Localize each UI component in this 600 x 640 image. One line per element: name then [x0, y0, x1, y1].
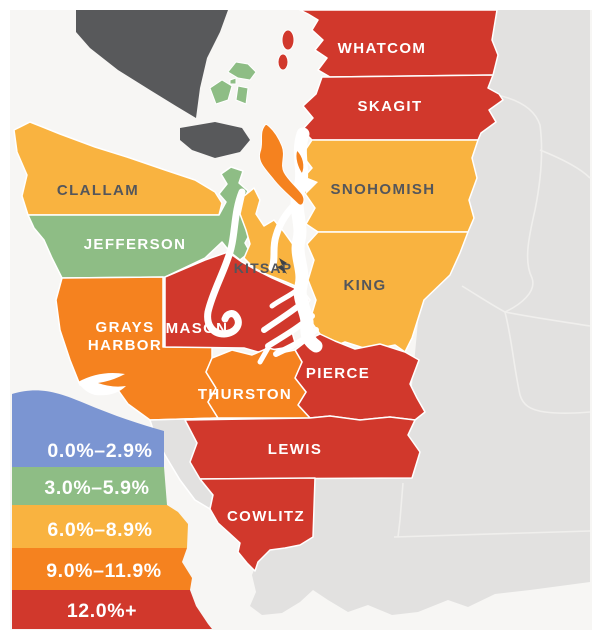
legend-swatch-3	[12, 548, 192, 590]
legend-swatch-0	[12, 390, 164, 467]
island-san-juan	[209, 79, 233, 105]
county-whatcom	[299, 9, 499, 78]
region-vancouver-island	[76, 10, 228, 118]
label-kitsap: KITSAP	[234, 260, 293, 276]
south-sound-inlet-1	[261, 297, 309, 333]
waterways	[204, 127, 323, 365]
label-snohomish: SNOHOMISH	[330, 181, 435, 198]
port-orchard-channel	[268, 196, 304, 272]
legend-swatch-1	[12, 467, 167, 505]
label-jefferson: JEFFERSON	[84, 236, 187, 253]
south-sound-inlet-2	[265, 313, 315, 349]
county-skagit	[301, 74, 504, 141]
puget-sound-channel	[290, 127, 323, 353]
label-thurston: THURSTON	[198, 386, 292, 403]
island-lummi	[281, 29, 295, 51]
south-sound-inlet-3	[269, 285, 303, 309]
budd-inlet	[257, 345, 271, 365]
label-pierce: PIERCE	[306, 365, 370, 382]
label-grays-harbor-line1: GRAYS	[96, 319, 155, 336]
label-grays-harbor-line2: HARBOR	[88, 337, 162, 354]
label-cowlitz: COWLITZ	[227, 508, 305, 525]
south-sound-inlet-4	[273, 327, 319, 357]
county-king	[306, 231, 469, 353]
island-lopez	[235, 85, 249, 105]
county-labels: WHATCOM SKAGIT SNOHOMISH KING CLALLAM JE…	[57, 40, 435, 525]
legend-label-4: 12.0%+	[67, 600, 137, 622]
everett-inlet	[303, 176, 318, 194]
county-cowlitz	[199, 477, 316, 572]
kitsap-dark-marker	[277, 258, 287, 274]
legend: 0.0%–2.9% 3.0%–5.9% 6.0%–8.9% 9.0%–11.9%…	[12, 390, 212, 629]
label-mason: MASON	[166, 320, 229, 337]
county-thurston	[205, 347, 311, 419]
county-mason	[164, 251, 311, 353]
county-lewis	[184, 415, 421, 480]
label-skagit: SKAGIT	[357, 98, 422, 115]
legend-swatch-4	[12, 590, 212, 629]
excluded-county-borders	[393, 94, 591, 538]
legend-label-3: 9.0%–11.9%	[46, 560, 162, 582]
island-whidbey	[258, 123, 305, 206]
label-whatcom: WHATCOM	[338, 40, 427, 57]
islands	[209, 29, 305, 206]
hood-canal	[204, 188, 246, 338]
legend-swatch-2	[12, 505, 188, 548]
legend-label-1: 3.0%–5.9%	[44, 477, 149, 499]
grays-harbor-bay	[78, 373, 126, 396]
legend-label-2: 6.0%–8.9%	[47, 519, 152, 541]
island-orcas	[227, 61, 257, 81]
county-clallam	[13, 121, 223, 216]
label-king: KING	[343, 277, 386, 294]
island-shaw	[229, 77, 237, 85]
island-camano	[295, 149, 305, 175]
island-guemes	[277, 53, 289, 71]
label-lewis: LEWIS	[268, 441, 323, 458]
legend-label-0: 0.0%–2.9%	[47, 440, 152, 462]
region-canada-south	[180, 122, 250, 158]
label-clallam: CLALLAM	[57, 182, 139, 199]
